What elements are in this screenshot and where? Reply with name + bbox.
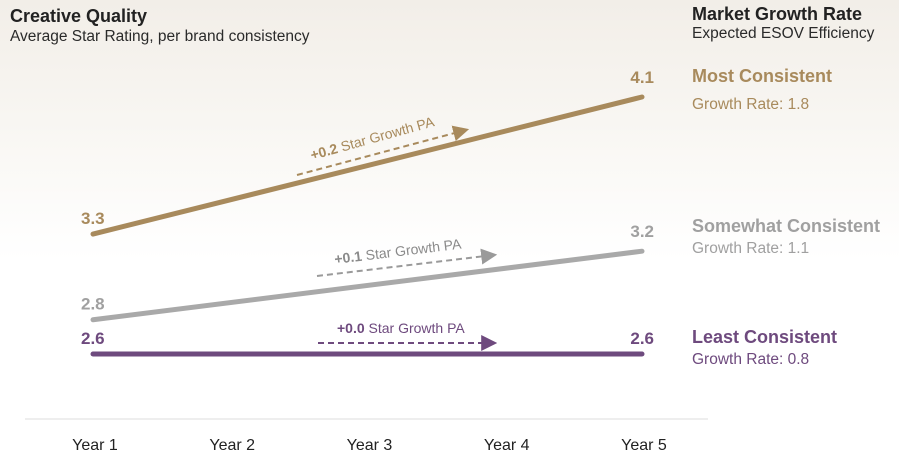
- growth-arrow: [296, 125, 470, 176]
- growth-annotation: +0.1 Star Growth PA: [333, 235, 462, 267]
- end-value-label: 2.6: [630, 329, 654, 348]
- growth-rate-somewhat-consistent: Growth Rate: 1.1: [692, 240, 810, 257]
- x-tick-label: Year 1: [72, 437, 118, 454]
- x-tick-label: Year 3: [347, 437, 393, 454]
- end-value-label: 3.2: [630, 222, 654, 241]
- x-axis-ticks: Year 1 Year 2 Year 3 Year 4 Year 5: [72, 437, 667, 454]
- legend-most-consistent: Most Consistent: [692, 66, 833, 86]
- end-value-label: 4.1: [630, 68, 654, 87]
- legend-least-consistent: Least Consistent: [692, 327, 838, 347]
- chart-title: Creative Quality: [10, 6, 148, 26]
- market-growth-title: Market Growth Rate: [692, 4, 863, 24]
- growth-rate-least-consistent: Growth Rate: 0.8: [692, 351, 810, 368]
- chart-subtitle: Average Star Rating, per brand consisten…: [10, 28, 310, 45]
- series-line-somewhat-consistent: [90, 248, 645, 323]
- market-growth-subtitle: Expected ESOV Efficiency: [692, 25, 875, 42]
- growth-annotation: +0.0 Star Growth PA: [337, 320, 465, 336]
- start-value-label: 2.6: [81, 329, 105, 348]
- series-layer: 3.34.1+0.2 Star Growth PA2.83.2+0.1 Star…: [81, 68, 654, 357]
- x-tick-label: Year 5: [621, 437, 667, 454]
- growth-rate-most-consistent: Growth Rate: 1.8: [692, 96, 810, 113]
- x-tick-label: Year 4: [484, 437, 530, 454]
- start-value-label: 2.8: [81, 295, 105, 314]
- x-tick-label: Year 2: [209, 437, 255, 454]
- start-value-label: 3.3: [81, 209, 105, 228]
- series-line-most-consistent: [90, 94, 645, 237]
- legend-somewhat-consistent: Somewhat Consistent: [692, 216, 881, 236]
